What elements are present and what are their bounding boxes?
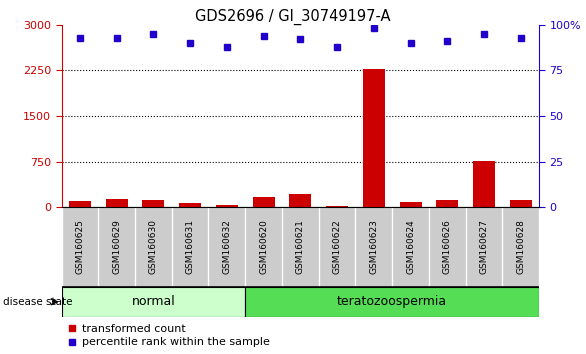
Bar [69, 201, 91, 207]
Text: GSM160625: GSM160625 [76, 219, 84, 274]
Text: GSM160620: GSM160620 [259, 219, 268, 274]
Bar [216, 205, 238, 207]
Bar [142, 200, 165, 207]
Text: GSM160626: GSM160626 [443, 219, 452, 274]
Bar [289, 194, 311, 207]
Bar [436, 200, 458, 207]
Text: GSM160631: GSM160631 [186, 219, 195, 274]
Bar [253, 198, 275, 207]
Bar [326, 206, 348, 207]
Text: GSM160628: GSM160628 [516, 219, 525, 274]
Text: GSM160624: GSM160624 [406, 219, 415, 274]
Bar [473, 161, 495, 207]
Text: GSM160623: GSM160623 [369, 219, 379, 274]
Bar [245, 287, 539, 317]
Text: GSM160629: GSM160629 [112, 219, 121, 274]
Text: GSM160622: GSM160622 [333, 219, 342, 274]
Bar [400, 202, 421, 207]
Text: GSM160621: GSM160621 [296, 219, 305, 274]
Text: disease state: disease state [3, 297, 73, 307]
Text: GSM160632: GSM160632 [222, 219, 231, 274]
Legend: transformed count, percentile rank within the sample: transformed count, percentile rank withi… [67, 324, 270, 348]
Bar [179, 202, 201, 207]
Text: normal: normal [131, 295, 175, 308]
Bar [105, 199, 128, 207]
Text: GSM160630: GSM160630 [149, 219, 158, 274]
Text: teratozoospermia: teratozoospermia [337, 295, 447, 308]
Bar [510, 200, 532, 207]
Bar [62, 287, 245, 317]
Bar [363, 69, 385, 207]
Text: GSM160627: GSM160627 [479, 219, 489, 274]
Text: GDS2696 / GI_30749197-A: GDS2696 / GI_30749197-A [195, 9, 391, 25]
